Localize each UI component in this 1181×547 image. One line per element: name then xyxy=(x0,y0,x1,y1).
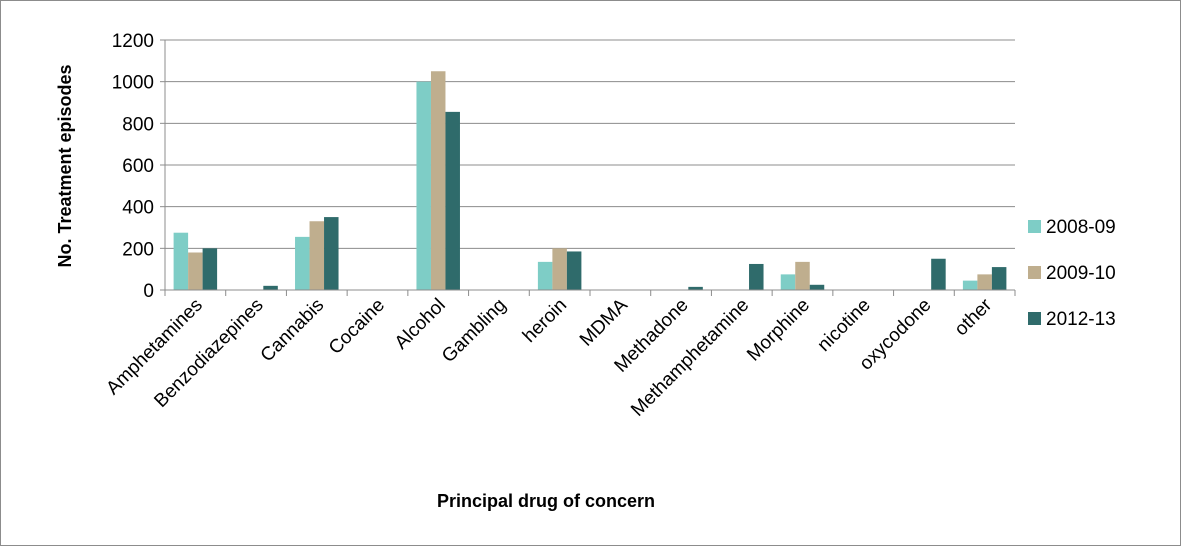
x-tick-label: MDMA xyxy=(576,294,632,350)
x-tick-label: nicotine xyxy=(814,295,875,356)
bar-2008-09-Alcohol xyxy=(416,81,431,291)
y-tick-label: 800 xyxy=(122,114,154,135)
bar-2008-09-heroin xyxy=(537,261,553,290)
bar-2009-10-other xyxy=(977,274,992,290)
bar-2012-13-Methamphetamine xyxy=(749,263,764,290)
grid-lines xyxy=(165,39,1015,249)
bar-2012-13-Morphine xyxy=(809,284,825,290)
y-tick-label: 1200 xyxy=(112,31,154,52)
legend-label: 2008-09 xyxy=(1046,217,1116,238)
bar-2008-09-Amphetamines xyxy=(173,232,189,290)
y-tick-label: 0 xyxy=(143,281,154,302)
bar-2009-10-Cannabis xyxy=(309,221,325,290)
x-tick-label: Methamphetamine xyxy=(627,295,753,421)
bar-2012-13-Amphetamines xyxy=(202,248,218,290)
bar-2012-13-Benzodiazepines xyxy=(263,285,278,290)
bar-2008-09-Cannabis xyxy=(295,236,310,290)
x-tick-label: Gambling xyxy=(438,295,510,367)
bar-2012-13-oxycodone xyxy=(931,258,946,290)
legend-swatch xyxy=(1028,312,1041,325)
bar-2012-13-Cannabis xyxy=(324,217,339,290)
y-tick-label: 1000 xyxy=(112,73,154,94)
bar-2009-10-heroin xyxy=(552,248,567,290)
legend-label: 2012-13 xyxy=(1046,309,1116,330)
x-tick-labels: AmphetaminesBenzodiazepinesCannabisCocai… xyxy=(102,294,996,421)
legend-swatch xyxy=(1028,266,1041,279)
y-tick-label: 600 xyxy=(122,156,154,177)
bar-2009-10-Amphetamines xyxy=(188,252,203,290)
x-tick-label: Alcohol xyxy=(391,295,450,354)
x-tick-label: Cocaine xyxy=(325,295,389,359)
x-tick-label: heroin xyxy=(519,295,571,347)
legend: 2008-09 2009-10 2012-13 xyxy=(1028,217,1116,330)
bar-2008-09-Morphine xyxy=(780,274,796,290)
bar-2008-09-other xyxy=(962,280,978,290)
legend-label: 2009-10 xyxy=(1046,263,1116,284)
x-tick-label: Cannabis xyxy=(257,295,329,367)
x-tick-label: Morphine xyxy=(743,295,814,366)
y-axis-title: No. Treatment episodes xyxy=(55,64,75,267)
y-tick-label: 400 xyxy=(122,198,154,219)
bar-2009-10-Alcohol xyxy=(430,71,446,290)
y-tick-labels: 0 200 400 600 800 1000 1200 xyxy=(112,31,154,302)
bar-2012-13-Methadone xyxy=(688,286,703,290)
x-tick-label: Benzodiazepines xyxy=(150,295,267,412)
x-tick-label: other xyxy=(951,294,997,340)
x-axis-title: Principal drug of concern xyxy=(437,491,655,511)
bar-2012-13-other xyxy=(991,267,1007,290)
bar-2012-13-Alcohol xyxy=(445,111,460,290)
bars xyxy=(173,71,1007,291)
legend-swatch xyxy=(1028,220,1041,233)
bar-2012-13-heroin xyxy=(566,251,582,290)
axes xyxy=(160,39,1016,296)
y-tick-label: 200 xyxy=(122,239,154,260)
bar-2009-10-Morphine xyxy=(795,261,810,290)
